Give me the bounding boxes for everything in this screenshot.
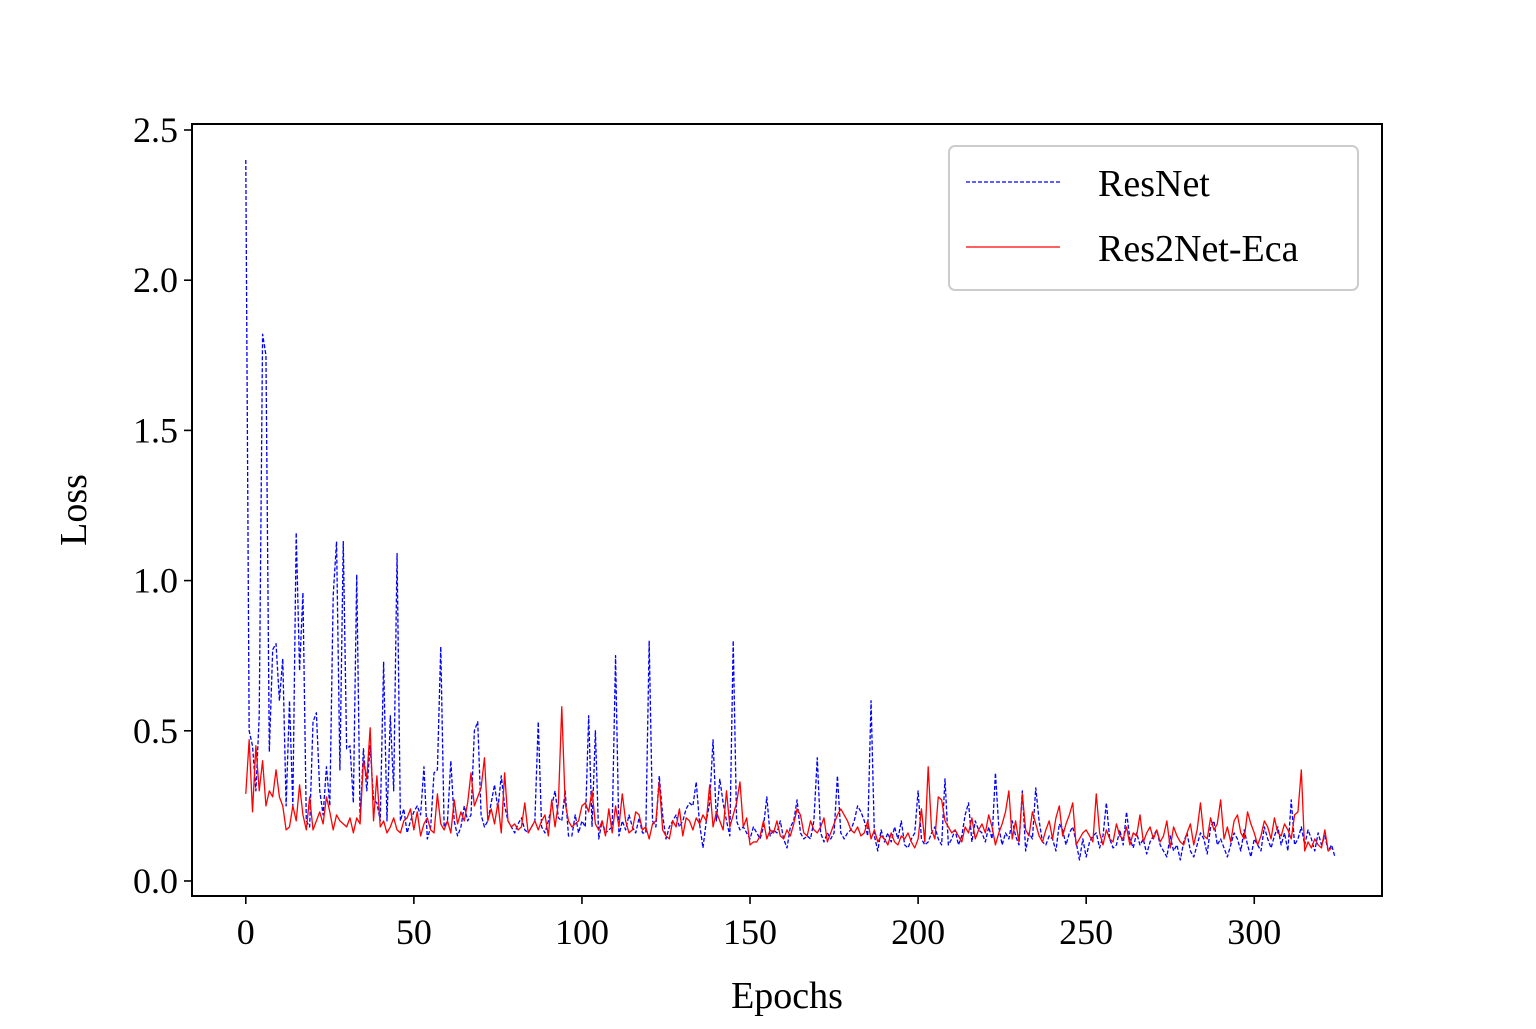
x-tick-label: 250 <box>1059 912 1113 952</box>
y-tick-label: 0.5 <box>133 711 178 751</box>
legend-label: Res2Net-Eca <box>1098 228 1299 270</box>
series-line-res2net-eca <box>245 706 1333 852</box>
y-axis-title: Loss <box>53 474 95 546</box>
y-tick-label: 2.5 <box>133 110 178 150</box>
x-tick-label: 0 <box>237 912 255 952</box>
x-tick-label: 50 <box>396 912 432 952</box>
axes: 0 50 100 150 200 250 300 0.0 0.5 1.0 1.5 2.0 2.5 Epoc… <box>53 110 1383 1017</box>
series-line-resnet <box>245 160 1336 861</box>
y-tick-label: 1.0 <box>133 561 178 601</box>
y-tick-label: 1.5 <box>133 410 178 450</box>
x-axis-title: Epochs <box>731 975 843 1017</box>
y-tick-label: 0.0 <box>133 861 178 901</box>
plot-frame <box>191 123 1383 897</box>
x-tick-label: 150 <box>723 912 777 952</box>
y-tick-label: 2.0 <box>133 260 178 300</box>
legend: ResNet Res2Net-Eca <box>948 145 1359 291</box>
plot-area <box>245 160 1336 861</box>
x-tick-label: 300 <box>1227 912 1281 952</box>
x-tick-label: 100 <box>555 912 609 952</box>
legend-label: ResNet <box>1098 163 1210 205</box>
x-tick-label: 200 <box>891 912 945 952</box>
